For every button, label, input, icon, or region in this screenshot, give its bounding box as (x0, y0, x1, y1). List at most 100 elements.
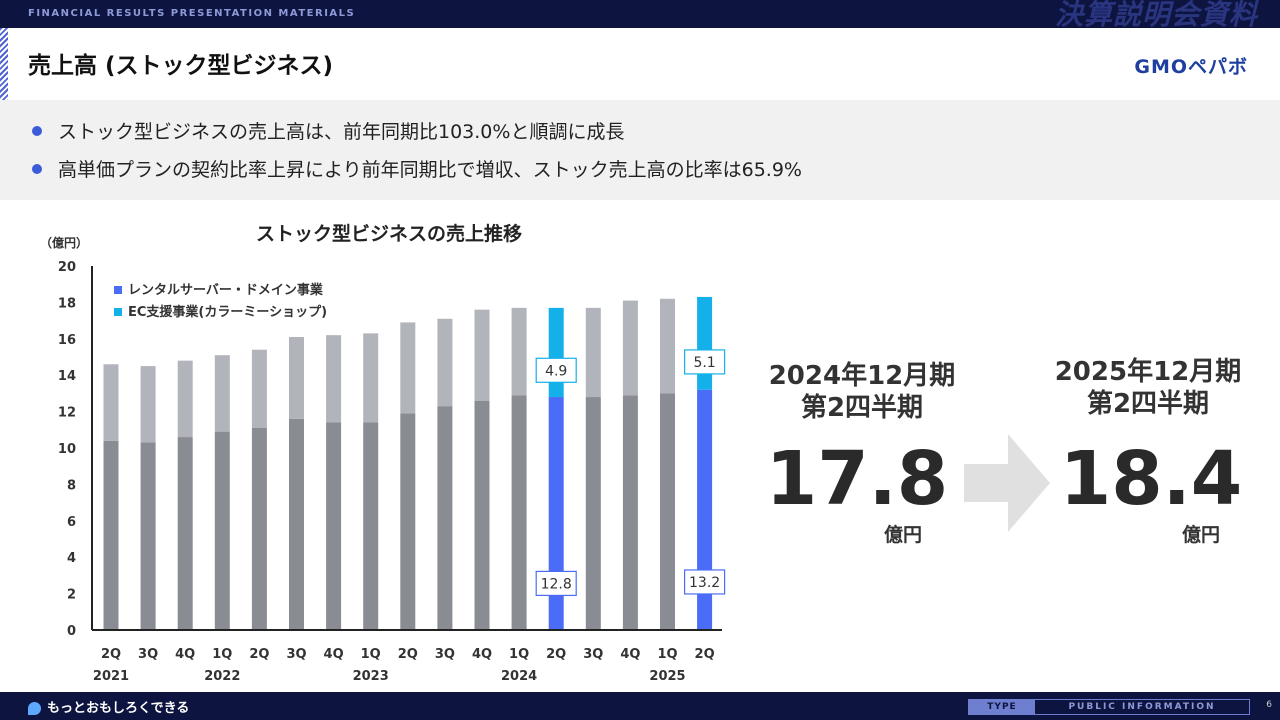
bar-ec (289, 336, 304, 419)
bar-rental (251, 427, 267, 630)
header-tag-en: FINANCIAL RESULTS PRESENTATION MATERIALS (28, 8, 356, 19)
info-type-value: PUBLIC INFORMATION (1068, 702, 1216, 712)
arrow-right-icon (964, 434, 1050, 532)
data-label: 13.2 (689, 575, 720, 591)
bullet-text: ストック型ビジネスの売上高は、前年同期比103.0%と順調に成長 (58, 121, 625, 143)
bar-rental (177, 437, 193, 630)
chart-title: ストック型ビジネスの売上推移 (256, 223, 523, 245)
speech-bubble-icon (28, 702, 41, 715)
year-label: 2021 (93, 669, 129, 684)
data-label-box (683, 569, 726, 595)
bar-rental (326, 422, 342, 630)
year-label: 2025 (649, 669, 685, 684)
bar-ec (103, 364, 119, 441)
bar-ec (660, 298, 675, 394)
bullet-dot-icon (32, 163, 42, 174)
from-period-line2: 第2四半期 (800, 393, 924, 423)
y-tick-label: 6 (67, 515, 76, 530)
y-tick-label: 18 (58, 296, 76, 311)
from-period: 2024年12月期 第2四半期 (752, 360, 972, 424)
legend-item-ec: EC支援事業(カラーミーショップ) (114, 302, 327, 324)
year-label: 2023 (353, 669, 389, 684)
top-bar: FINANCIAL RESULTS PRESENTATION MATERIALS… (0, 0, 1280, 31)
bar-rental (474, 400, 490, 630)
x-tick-label: 2Q (398, 647, 418, 662)
y-tick-label: 4 (67, 551, 76, 566)
bullet-dot-icon (32, 125, 42, 136)
x-tick-label: 1Q (212, 647, 232, 662)
legend-swatch-ec (114, 307, 122, 316)
bar-ec (548, 307, 564, 398)
to-value: 18.4 (1059, 436, 1243, 522)
to-period-line1: 2025年12月期 (1054, 357, 1242, 387)
bar-rental (511, 395, 527, 630)
data-label-box (535, 570, 577, 597)
bar-rental (437, 406, 453, 630)
company-logo: GMOペパボ (1134, 56, 1248, 78)
page-title: 売上高 (ストック型ビジネス) (28, 53, 334, 79)
from-period-line1: 2024年12月期 (768, 361, 956, 391)
x-tick-label: 2Q (546, 647, 566, 662)
bar-ec (474, 309, 490, 401)
bar-rental (585, 397, 601, 630)
x-tick-label: 3Q (286, 647, 306, 662)
bar-ec (326, 335, 342, 423)
data-label: 12.8 (541, 576, 572, 592)
bar-ec (251, 349, 267, 428)
x-tick-label: 2Q (249, 647, 269, 662)
x-tick-label: 3Q (583, 647, 603, 662)
bar-ec (214, 355, 230, 432)
data-label-box (683, 349, 726, 375)
x-tick-label: 2Q (695, 647, 715, 662)
x-tick-label: 1Q (657, 647, 677, 662)
x-tick-label: 4Q (324, 647, 344, 662)
bar-rental (363, 422, 379, 630)
bar-rental (400, 413, 416, 630)
y-tick-label: 16 (58, 333, 76, 348)
bar-rental (103, 440, 119, 630)
x-tick-label: 4Q (620, 647, 640, 662)
legend-swatch-rental (114, 285, 122, 294)
footer-slogan: もっとおもしろくできる (28, 697, 189, 716)
data-label: 4.9 (545, 363, 567, 379)
to-period: 2025年12月期 第2四半期 (1038, 356, 1258, 420)
to-period-line2: 第2四半期 (1086, 389, 1210, 419)
bar-ec (140, 366, 156, 443)
bar-ec (400, 322, 416, 414)
data-label: 5.1 (693, 355, 715, 371)
x-tick-label: 3Q (138, 647, 158, 662)
x-tick-label: 1Q (361, 647, 381, 662)
info-type-box: TYPE PUBLIC INFORMATION (968, 699, 1250, 715)
bullet-item: 高単価プランの契約比率上昇により前年同期比で増収、ストック売上高の比率は65.9… (32, 155, 802, 182)
page-number: 6 (1266, 700, 1272, 710)
bar-ec (437, 318, 453, 407)
y-tick-label: 0 (67, 624, 76, 639)
info-type-label: TYPE (969, 700, 1035, 714)
bar-rental (622, 395, 638, 630)
chart-legend: レンタルサーバー・ドメイン事業 EC支援事業(カラーミーショップ) (114, 280, 327, 324)
x-tick-label: 3Q (435, 647, 455, 662)
y-tick-label: 2 (67, 588, 76, 603)
header-tag-jp: 決算説明会資料 (1054, 0, 1258, 31)
bar-rental (140, 442, 156, 630)
to-unit: 億円 (1182, 524, 1221, 546)
bar-ec (511, 307, 527, 396)
y-tick-label: 12 (58, 406, 76, 421)
year-label: 2022 (204, 669, 240, 684)
bar-rental (214, 431, 230, 630)
year-label: 2024 (501, 669, 537, 684)
bullet-text: 高単価プランの契約比率上昇により前年同期比で増収、ストック売上高の比率は65.9… (58, 159, 802, 181)
summary-bullets: ストック型ビジネスの売上高は、前年同期比103.0%と順調に成長 高単価プランの… (0, 100, 1280, 200)
from-unit: 億円 (884, 524, 923, 546)
y-axis-unit: （億円） (40, 235, 88, 250)
bar-ec (177, 360, 193, 438)
bar-ec (585, 307, 601, 398)
y-tick-label: 10 (58, 442, 76, 457)
bar-rental (289, 418, 304, 630)
footer-bar: もっとおもしろくできる TYPE PUBLIC INFORMATION 6 (0, 692, 1280, 720)
y-tick-label: 20 (58, 260, 76, 275)
x-tick-label: 4Q (175, 647, 195, 662)
data-label-box (535, 357, 577, 383)
x-tick-label: 4Q (472, 647, 492, 662)
bar-ec (363, 333, 379, 423)
